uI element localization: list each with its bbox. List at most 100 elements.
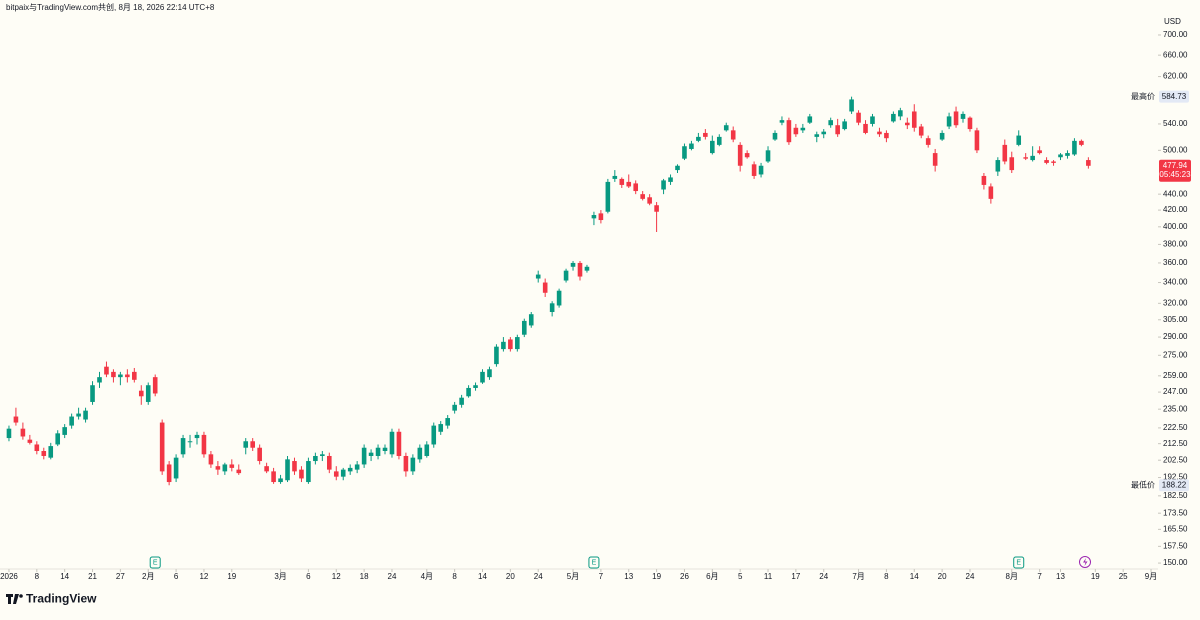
- candle-body: [152, 377, 158, 394]
- candle-body: [403, 455, 409, 472]
- candle-body: [598, 213, 604, 221]
- candle-body: [285, 459, 290, 481]
- last-price-box: [1159, 159, 1191, 182]
- candle-body: [1002, 144, 1008, 162]
- x-tick-label: 6月: [706, 572, 718, 581]
- candle-body: [856, 112, 861, 123]
- y-tick-label: 660.00: [1163, 50, 1188, 59]
- y-tick-label: 173.50: [1163, 508, 1188, 517]
- candle-body: [501, 341, 506, 350]
- candle-body: [918, 126, 924, 136]
- y-tick-label: 320.00: [1163, 298, 1188, 307]
- candle-body: [1079, 140, 1084, 145]
- candle-body: [508, 339, 513, 350]
- y-tick-label: 202.50: [1163, 455, 1188, 464]
- currency: USD: [1164, 17, 1181, 26]
- candle-body: [473, 385, 478, 388]
- candle-body: [765, 150, 771, 162]
- candle-body: [925, 138, 931, 145]
- candle-body: [730, 130, 736, 140]
- x-tick-label: 17: [791, 572, 800, 581]
- candle-body: [83, 410, 88, 420]
- candle-body: [194, 434, 200, 439]
- candle-body: [104, 366, 109, 375]
- y-tick-label: 620.00: [1163, 72, 1188, 81]
- candle-body: [779, 120, 785, 123]
- candle-body: [737, 144, 743, 166]
- x-tick-label: 27: [116, 572, 125, 581]
- candle-body: [584, 266, 590, 271]
- candle-body: [1065, 153, 1070, 156]
- x-tick-label: 13: [624, 572, 633, 581]
- candle-body: [111, 371, 116, 378]
- candle-body: [62, 427, 67, 435]
- candle-body: [710, 140, 715, 154]
- candle-body: [236, 469, 242, 474]
- countdown: 05:45:23: [1159, 170, 1191, 179]
- x-tick-label: 8: [884, 572, 889, 581]
- y-tick-label: 700.00: [1163, 30, 1188, 39]
- candle-body: [891, 113, 896, 122]
- candle-body: [981, 175, 987, 185]
- candle-body: [354, 464, 360, 470]
- x-tick-label: 19: [652, 572, 661, 581]
- x-tick-label: 12: [332, 572, 341, 581]
- candle-body: [835, 125, 840, 135]
- candle-body: [939, 132, 945, 140]
- candle-body: [716, 136, 722, 145]
- x-tick-label: 5月: [567, 572, 579, 581]
- y-tick-label: 259.00: [1163, 371, 1188, 380]
- x-tick-label: 13: [1056, 572, 1065, 581]
- x-tick-label: 24: [819, 572, 828, 581]
- high_marker-value: 584.73: [1162, 92, 1187, 101]
- candle-body: [382, 447, 388, 452]
- event-label: E: [592, 559, 597, 566]
- candle-body: [995, 160, 1001, 172]
- candle-body: [661, 180, 666, 190]
- y-tick-label: 360.00: [1163, 258, 1188, 267]
- y-tick-label: 212.50: [1163, 439, 1188, 448]
- candle-body: [1044, 160, 1049, 163]
- x-tick-label: 6: [306, 572, 311, 581]
- y-tick-label: 440.00: [1163, 189, 1188, 198]
- x-tick-label: 8: [452, 572, 457, 581]
- candle-body: [515, 337, 520, 350]
- x-tick-label: 4月: [421, 572, 433, 581]
- candle-body: [932, 153, 938, 166]
- candle-body: [696, 136, 701, 141]
- candle-body: [292, 461, 297, 472]
- candle-body: [633, 183, 639, 192]
- candle-body: [723, 125, 729, 131]
- x-tick-label: 21: [88, 572, 97, 581]
- candle-body: [173, 457, 179, 479]
- event-marker: [149, 556, 161, 569]
- candle-body: [494, 346, 499, 365]
- candle-body: [703, 132, 708, 137]
- candle-body: [988, 186, 994, 199]
- candle-body: [689, 143, 694, 149]
- candle-body: [90, 385, 95, 402]
- logo-dot: [19, 594, 23, 598]
- event-label: E: [153, 559, 158, 566]
- candle-body: [953, 111, 959, 126]
- candle-body: [27, 439, 33, 443]
- candle-body: [842, 121, 847, 130]
- candle-body: [243, 441, 249, 448]
- candle-body: [744, 153, 750, 158]
- candle-body: [682, 146, 687, 159]
- candle-body: [793, 127, 799, 135]
- y-tick-label: 192.50: [1163, 473, 1188, 482]
- candle-body: [55, 433, 61, 445]
- high_marker-name: 最高价: [1131, 91, 1155, 101]
- candle-body: [368, 452, 374, 456]
- x-tick-label: 2026: [0, 572, 18, 581]
- low_marker-name: 最低价: [1131, 479, 1155, 489]
- candle-body: [257, 447, 262, 462]
- x-tick-label: 24: [534, 572, 543, 581]
- y-tick-label: 247.00: [1163, 387, 1188, 396]
- candle-body: [1037, 150, 1042, 154]
- candle-body: [396, 431, 402, 456]
- x-tick-label: 12: [199, 572, 208, 581]
